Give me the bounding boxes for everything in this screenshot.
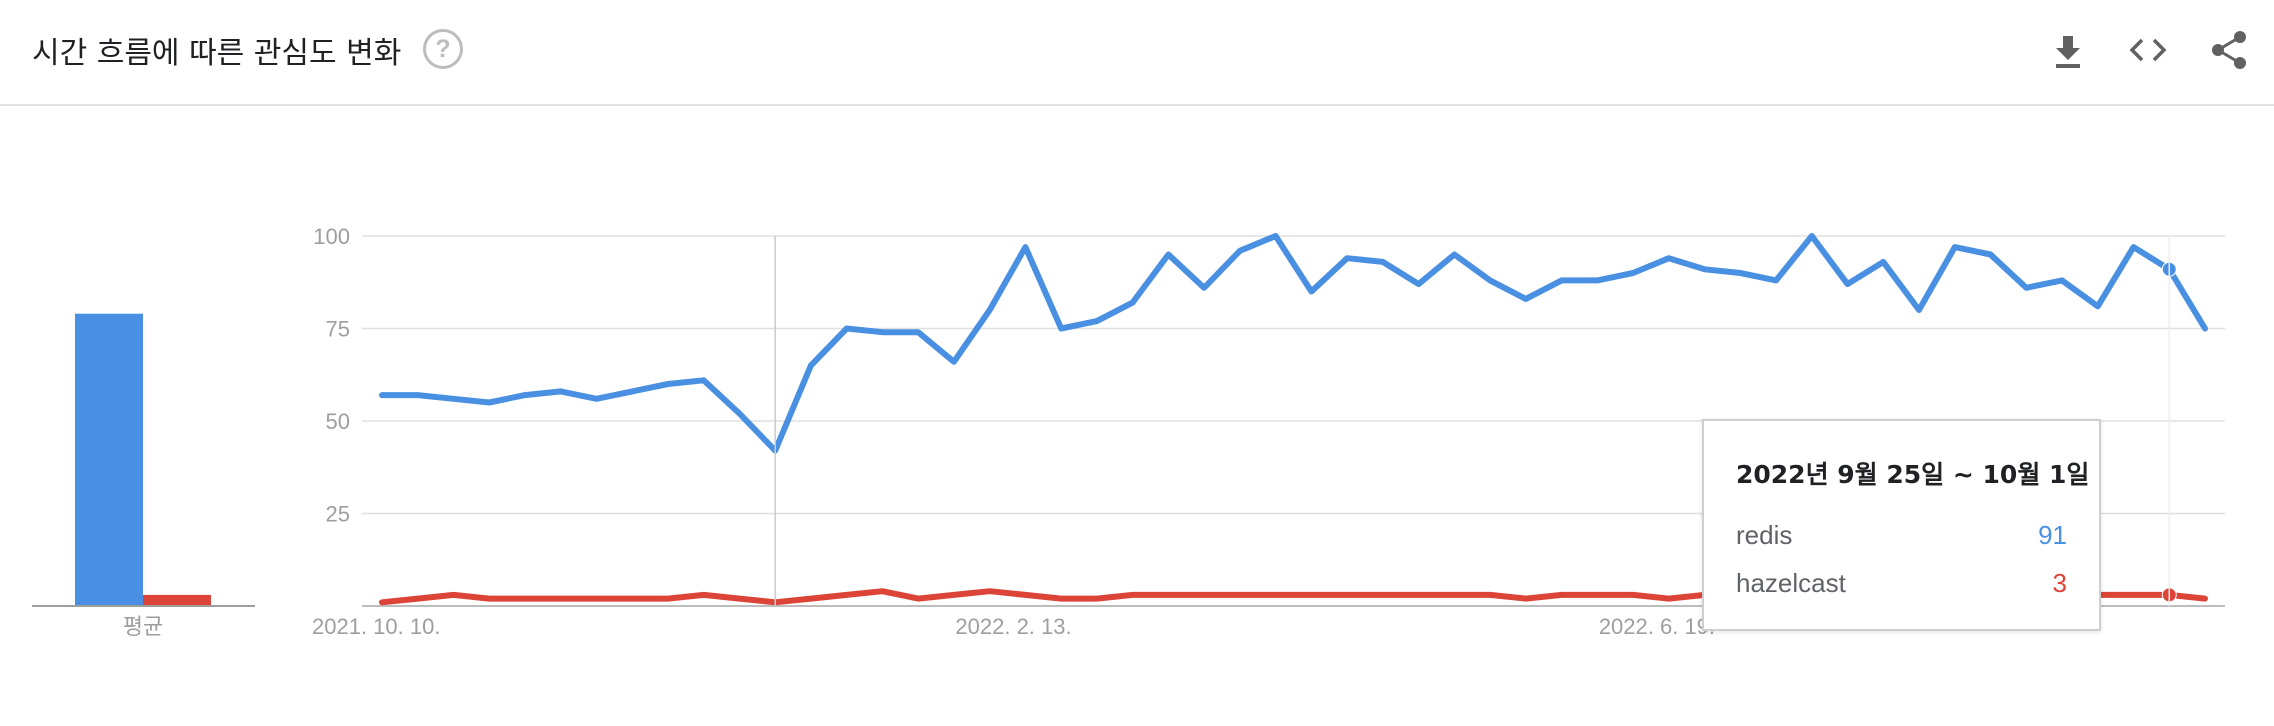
chart-header: 시간 흐름에 따른 관심도 변화 ? bbox=[0, 0, 2274, 106]
tooltip-row-redis: redis 91 bbox=[1736, 520, 2067, 552]
chart-title: 시간 흐름에 따른 관심도 변화 bbox=[32, 36, 402, 71]
x-tick-label: 2022. 6. 19. bbox=[1599, 614, 1715, 639]
tooltip-date-range: 2022년 9월 25일 ~ 10월 1일 bbox=[1736, 460, 2090, 489]
series-line-redis bbox=[379, 233, 2208, 454]
average-bar-hazelcast bbox=[143, 594, 211, 606]
y-tick-label: 75 bbox=[326, 317, 350, 342]
embed-code-icon[interactable] bbox=[2126, 28, 2170, 72]
axis-labels: 25 50 75 100 2021. 10. 10. 2022. 2. 13. 2022. … bbox=[312, 224, 1715, 639]
y-tick-label: 25 bbox=[326, 502, 350, 527]
data-tooltip: 2022년 9월 25일 ~ 10월 1일 redis 91 hazelcast… bbox=[1702, 419, 2101, 631]
y-tick-label: 100 bbox=[313, 224, 350, 249]
x-tick-label: 2022. 2. 13. bbox=[955, 614, 1071, 639]
average-bar-chart: 평균 bbox=[32, 313, 255, 639]
hover-marker bbox=[774, 236, 2171, 606]
x-tick-label: 2021. 10. 10. bbox=[312, 614, 440, 639]
average-bar-redis bbox=[75, 313, 143, 606]
tooltip-series-name: hazelcast bbox=[1736, 568, 1846, 598]
tooltip-series-name: redis bbox=[1736, 520, 1793, 550]
help-icon[interactable]: ? bbox=[423, 29, 463, 69]
tooltip-series-value: 3 bbox=[2052, 568, 2067, 598]
average-label: 평균 bbox=[123, 614, 163, 639]
share-icon[interactable] bbox=[2207, 28, 2251, 72]
tooltip-row-hazelcast: hazelcast 3 bbox=[1736, 568, 2067, 600]
y-tick-label: 50 bbox=[326, 409, 350, 434]
tooltip-series-value: 91 bbox=[2038, 520, 2067, 550]
download-icon[interactable] bbox=[2046, 28, 2090, 72]
